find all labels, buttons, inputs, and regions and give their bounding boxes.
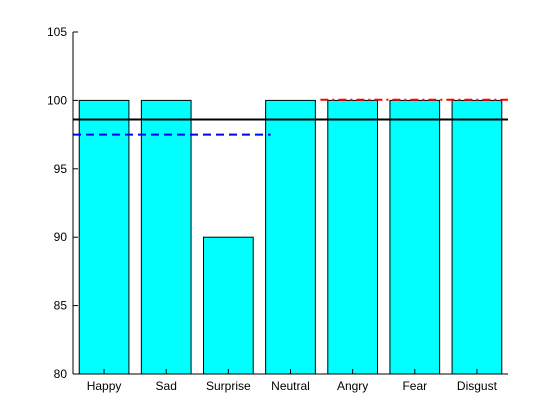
x-tick-label-angry: Angry — [337, 379, 368, 393]
y-tick-label: 100 — [47, 93, 67, 107]
y-tick-label: 80 — [54, 367, 68, 381]
bars-group — [78, 99, 503, 375]
y-ticks-group: 80 85 90 95 100 105 — [47, 25, 78, 381]
x-tick-label-fear: Fear — [402, 379, 427, 393]
y-tick-label: 105 — [47, 25, 67, 39]
x-ticks-group: Happy Sad Surprise Neutral Angry Fear Disgust — [87, 369, 498, 393]
bar-angry — [327, 99, 378, 375]
x-tick-label-disgust: Disgust — [457, 379, 498, 393]
bar-neutral — [265, 99, 316, 375]
bar-surprise — [203, 236, 254, 375]
y-tick-label: 85 — [54, 299, 68, 313]
x-tick-label-sad: Sad — [156, 379, 177, 393]
bar-sad — [140, 99, 192, 375]
x-tick-label-surprise: Surprise — [206, 379, 251, 393]
y-tick-label: 95 — [54, 162, 68, 176]
x-tick-label-neutral: Neutral — [271, 379, 310, 393]
x-tick-label-happy: Happy — [87, 379, 122, 393]
reference-lines-group — [73, 98, 508, 136]
bar-disgust — [451, 99, 503, 375]
bar-happy — [78, 99, 130, 375]
y-tick-label: 90 — [54, 230, 68, 244]
bar-fear — [389, 99, 441, 375]
